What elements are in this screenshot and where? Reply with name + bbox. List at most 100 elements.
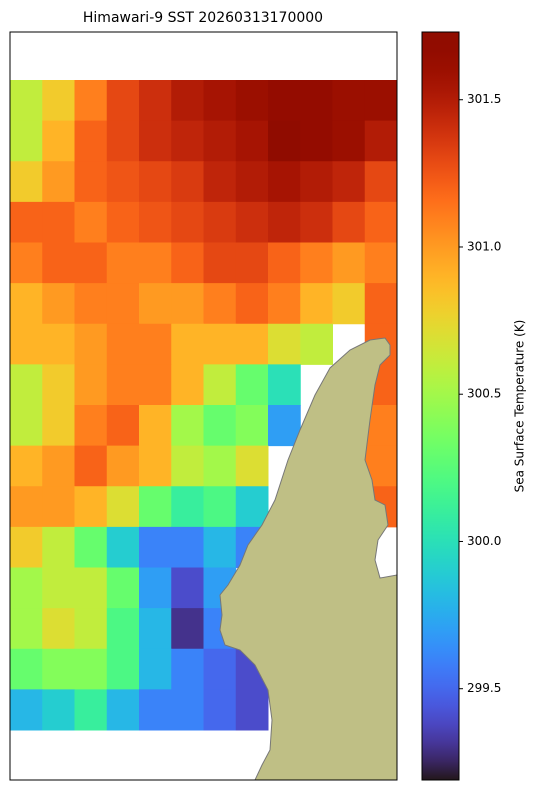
heat-cell (332, 80, 366, 122)
heat-cell (268, 201, 301, 243)
heat-cell (10, 486, 43, 528)
heat-cell (139, 689, 172, 731)
heat-cell (332, 120, 366, 162)
heat-cell (10, 201, 43, 243)
heat-cell (42, 323, 75, 365)
colorbar-tick-label: 300.0 (467, 534, 501, 548)
chart-title: Himawari-9 SST 20260313170000 (83, 10, 323, 26)
heat-cell (235, 364, 269, 406)
heat-cell (171, 80, 204, 122)
heat-cell (106, 201, 140, 243)
heat-cell (106, 689, 140, 731)
heat-cell (139, 283, 172, 325)
heat-cell (171, 405, 204, 447)
heat-cell (332, 201, 366, 243)
colorbar-tick-label: 299.5 (467, 681, 501, 695)
heat-cell (106, 648, 140, 690)
heat-cell (74, 283, 108, 325)
heat-cell (171, 526, 204, 568)
heat-cell (42, 405, 75, 447)
heat-cell (235, 201, 269, 243)
heat-cell (10, 80, 43, 122)
heat-cell (139, 323, 172, 365)
heat-cell (203, 405, 237, 447)
heat-cell (235, 80, 269, 122)
heat-cell (42, 80, 75, 122)
heat-cell (235, 283, 269, 325)
heat-cell (203, 283, 237, 325)
heat-cell (42, 283, 75, 325)
heat-cell (42, 567, 75, 609)
heat-cell (235, 323, 269, 365)
heat-cell (106, 242, 140, 284)
heat-cell (10, 689, 43, 731)
heat-cell (139, 242, 172, 284)
heat-cell (268, 364, 301, 406)
heat-cell (268, 405, 301, 447)
heat-cell (268, 242, 301, 284)
heat-cell (74, 201, 108, 243)
heat-cell (106, 80, 140, 122)
heat-cell (74, 608, 108, 650)
heat-cell (106, 526, 140, 568)
heat-cell (10, 445, 43, 487)
heat-cell (106, 486, 140, 528)
heat-cell (106, 120, 140, 162)
heat-cell (171, 161, 204, 203)
heat-cell (10, 364, 43, 406)
heat-cell (106, 567, 140, 609)
heat-cell (332, 283, 366, 325)
heat-cell (106, 445, 140, 487)
heat-cell (268, 283, 301, 325)
heat-cell (139, 161, 172, 203)
heat-cell (235, 405, 269, 447)
heat-cell (10, 283, 43, 325)
heat-cell (139, 486, 172, 528)
heat-cell (364, 161, 398, 203)
heat-cell (106, 405, 140, 447)
heat-cell (10, 567, 43, 609)
heat-cell (139, 405, 172, 447)
heat-cell (300, 80, 333, 122)
heat-cell (235, 161, 269, 203)
heat-cell (106, 161, 140, 203)
heat-cell (203, 689, 237, 731)
heat-cell (300, 283, 333, 325)
heat-cell (171, 567, 204, 609)
heat-cell (10, 120, 43, 162)
heat-cell (42, 364, 75, 406)
heat-cell (203, 648, 237, 690)
colorbar-label: Sea Surface Temperature (K) (513, 320, 527, 493)
heat-cell (106, 364, 140, 406)
heat-cell (74, 323, 108, 365)
heat-cell (203, 323, 237, 365)
heat-cell (203, 486, 237, 528)
colorbar (421, 31, 460, 781)
heat-cell (300, 323, 333, 365)
heat-cell (42, 608, 75, 650)
heat-cell (203, 161, 237, 203)
heat-cell (364, 80, 398, 122)
heat-cell (203, 120, 237, 162)
heat-cell (10, 405, 43, 447)
heat-cell (139, 120, 172, 162)
heat-cell (74, 486, 108, 528)
heat-cell (171, 283, 204, 325)
heat-cell (300, 120, 333, 162)
heat-cell (332, 242, 366, 284)
heat-cell (10, 161, 43, 203)
heat-cell (10, 242, 43, 284)
heatmap (10, 80, 398, 731)
heat-cell (332, 161, 366, 203)
heat-cell (42, 689, 75, 731)
heat-cell (139, 608, 172, 650)
heat-cell (74, 526, 108, 568)
heat-cell (139, 201, 172, 243)
heat-cell (171, 445, 204, 487)
heat-cell (42, 201, 75, 243)
heat-cell (74, 120, 108, 162)
heat-cell (10, 526, 43, 568)
heat-cell (42, 242, 75, 284)
heat-cell (42, 486, 75, 528)
